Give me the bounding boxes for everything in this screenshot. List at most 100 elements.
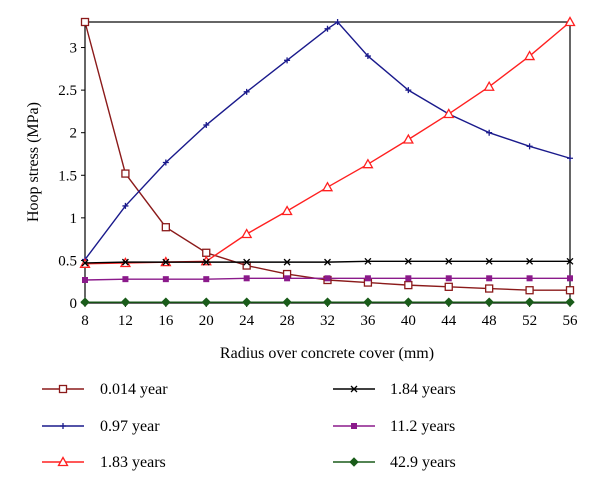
series-5 bbox=[80, 297, 575, 307]
data-point bbox=[201, 297, 211, 307]
x-tick-label: 12 bbox=[118, 313, 133, 329]
data-point bbox=[405, 87, 412, 94]
data-point bbox=[284, 57, 291, 64]
legend-item: 1.84 years bbox=[333, 381, 456, 398]
x-tick-label: 16 bbox=[158, 313, 174, 329]
data-point bbox=[203, 122, 210, 129]
y-tick-label: 3 bbox=[70, 41, 78, 57]
x-axis-ticks: 8 12 16 20 24 28 32 36 40 44 48 52 56 bbox=[81, 303, 578, 329]
legend-label: 1.84 years bbox=[390, 381, 456, 398]
data-point bbox=[202, 248, 211, 257]
data-point bbox=[283, 258, 291, 266]
data-point bbox=[483, 80, 495, 91]
x-tick-label: 20 bbox=[199, 313, 214, 329]
series-layer bbox=[79, 16, 576, 307]
data-point bbox=[444, 297, 454, 307]
series-4 bbox=[82, 275, 573, 284]
data-point bbox=[404, 257, 412, 265]
data-point bbox=[122, 202, 129, 209]
data-point bbox=[526, 275, 533, 282]
data-point bbox=[564, 16, 576, 27]
legend-label: 1.83 years bbox=[100, 454, 166, 471]
data-point bbox=[525, 286, 534, 295]
legend-marker bbox=[351, 423, 357, 429]
data-point bbox=[281, 205, 293, 216]
data-point bbox=[567, 275, 573, 282]
series-line bbox=[84, 21, 571, 260]
data-point bbox=[566, 257, 574, 265]
series-line bbox=[84, 21, 570, 291]
legend-label: 11.2 years bbox=[390, 418, 455, 435]
data-point bbox=[322, 297, 333, 307]
data-point bbox=[362, 158, 374, 169]
data-point bbox=[282, 297, 292, 307]
data-point bbox=[80, 297, 90, 307]
legend-label: 0.97 year bbox=[100, 418, 160, 435]
y-axis-ticks: 0 0.5 1 1.5 2 2.5 3 bbox=[58, 41, 85, 312]
legend-marker bbox=[349, 457, 359, 467]
data-point bbox=[324, 258, 331, 266]
data-point bbox=[241, 297, 252, 307]
series-line bbox=[84, 21, 571, 265]
legend-label: 0.014 year bbox=[100, 381, 168, 398]
x-tick-label: 36 bbox=[360, 313, 376, 329]
x-tick-label: 56 bbox=[563, 313, 579, 329]
y-tick-label: 0.5 bbox=[58, 253, 77, 269]
legend: 0.014 year 0.97 year 1.83 years 1.84 years 1… bbox=[42, 381, 456, 471]
data-point bbox=[444, 282, 453, 291]
data-point bbox=[162, 159, 169, 166]
data-point bbox=[364, 53, 371, 60]
y-tick-label: 2 bbox=[70, 126, 78, 142]
data-point bbox=[80, 17, 90, 27]
x-tick-label: 40 bbox=[401, 313, 416, 329]
data-point bbox=[121, 258, 129, 266]
series-2 bbox=[79, 16, 576, 268]
data-point bbox=[526, 143, 533, 150]
y-tick-label: 0 bbox=[70, 296, 78, 312]
data-point bbox=[243, 275, 250, 282]
x-tick-label: 48 bbox=[482, 313, 497, 329]
data-point bbox=[324, 275, 331, 282]
legend-item: 0.014 year bbox=[42, 381, 168, 398]
data-point bbox=[364, 257, 372, 265]
series-0 bbox=[80, 17, 575, 295]
legend-item: 11.2 years bbox=[333, 418, 455, 435]
data-point bbox=[161, 297, 171, 307]
x-tick-label: 32 bbox=[320, 313, 335, 329]
data-point bbox=[484, 297, 494, 307]
data-point bbox=[405, 275, 412, 282]
data-point bbox=[402, 133, 414, 144]
data-point bbox=[445, 257, 453, 265]
data-point bbox=[122, 276, 129, 283]
data-point bbox=[121, 169, 130, 178]
x-tick-label: 24 bbox=[239, 313, 255, 329]
data-point bbox=[364, 275, 371, 282]
data-point bbox=[81, 259, 89, 267]
x-tick-label: 28 bbox=[280, 313, 295, 329]
data-point bbox=[243, 88, 250, 95]
data-point bbox=[485, 257, 493, 265]
data-point bbox=[202, 258, 210, 266]
legend-marker bbox=[60, 423, 66, 429]
data-point bbox=[486, 275, 493, 282]
data-point bbox=[486, 129, 493, 136]
legend-item: 42.9 years bbox=[333, 454, 456, 471]
legend-label: 42.9 years bbox=[390, 454, 456, 471]
data-point bbox=[445, 275, 452, 282]
data-point bbox=[321, 181, 334, 192]
data-point bbox=[242, 261, 251, 270]
legend-marker bbox=[57, 456, 69, 467]
y-axis-title: Hoop stress (MPa) bbox=[25, 102, 42, 222]
data-point bbox=[82, 277, 88, 284]
data-point bbox=[243, 258, 251, 266]
data-point bbox=[443, 108, 455, 119]
data-point bbox=[565, 297, 575, 307]
data-point bbox=[524, 297, 535, 307]
x-axis-title: Radius over concrete cover (mm) bbox=[220, 345, 434, 362]
legend-item: 0.97 year bbox=[42, 418, 160, 435]
x-tick-label: 8 bbox=[81, 313, 89, 329]
data-point bbox=[161, 223, 170, 232]
data-point bbox=[523, 50, 536, 61]
data-point bbox=[403, 297, 414, 307]
legend-marker bbox=[350, 385, 358, 393]
